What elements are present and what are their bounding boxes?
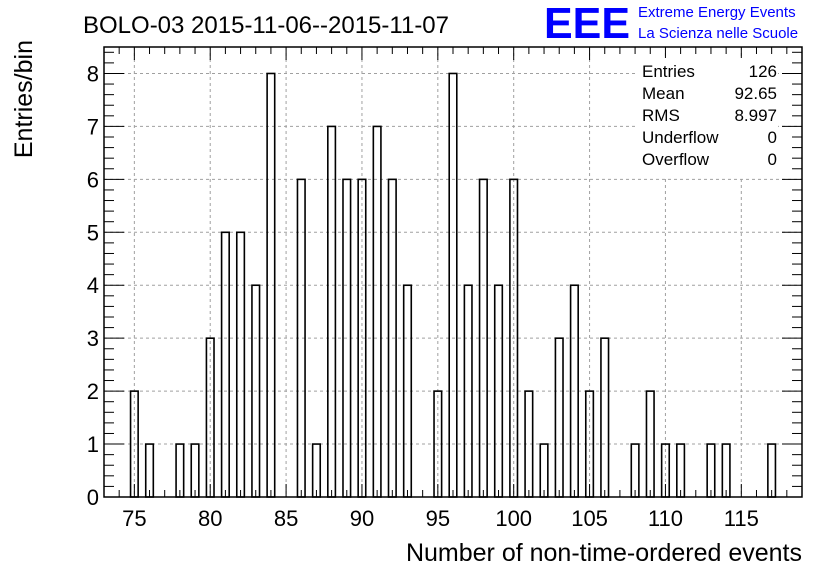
x-axis-tick-labels: 75 80 85 90 95 100 105 110 115 (122, 506, 759, 531)
histogram-bar (372, 125, 382, 498)
x-tick-label: 75 (122, 506, 146, 531)
histogram-bar (554, 337, 564, 498)
histogram-bar (235, 231, 246, 498)
y-tick-label: 1 (87, 432, 99, 457)
histogram-bar (175, 443, 185, 498)
logo-line-2: La Scienza nelle Scuole (638, 25, 798, 42)
histogram-bar (676, 443, 686, 498)
histogram-bar (539, 443, 549, 498)
y-axis-tick-labels: 0 1 2 3 4 5 6 7 8 (87, 61, 99, 510)
histogram-bar (767, 443, 777, 498)
histogram-bar (721, 443, 731, 498)
stat-label: Underflow (642, 128, 719, 147)
stats-box: Entries 126 Mean 92.65 RMS 8.997 Underflow 0 Ove… (636, 58, 778, 176)
stat-value: 8.997 (734, 106, 777, 125)
stat-label: Entries (642, 62, 695, 81)
y-tick-label: 0 (87, 485, 99, 510)
y-tick-label: 7 (87, 114, 99, 139)
x-tick-label: 85 (274, 506, 298, 531)
y-tick-label: 4 (87, 273, 99, 298)
x-tick-label: 110 (648, 506, 683, 531)
x-tick-label: 90 (350, 506, 374, 531)
y-tick-label: 3 (87, 326, 99, 351)
histogram-bar (327, 125, 337, 498)
stat-value: 92.65 (734, 84, 777, 103)
y-tick-label: 2 (87, 379, 99, 404)
chart-title: BOLO-03 2015-11-06--2015-11-07 (83, 12, 449, 39)
histogram-bar (190, 443, 200, 498)
eee-logo: EEE (544, 0, 630, 48)
stat-value: 0 (768, 128, 777, 147)
x-tick-label: 100 (495, 506, 532, 531)
logo-line-1: Extreme Energy Events (638, 4, 796, 21)
histogram-bar (144, 443, 155, 498)
histogram-bar (630, 443, 640, 498)
histogram-bar (220, 231, 230, 498)
histogram-bar (600, 337, 610, 498)
y-tick-label: 6 (87, 167, 99, 192)
axes (103, 46, 803, 498)
x-tick-label: 80 (198, 506, 222, 531)
x-tick-label: 105 (571, 506, 608, 531)
stat-value: 126 (749, 62, 777, 81)
stat-label: RMS (642, 106, 680, 125)
histogram-bar (706, 443, 716, 498)
histogram-bar (311, 443, 322, 498)
stat-label: Mean (642, 84, 685, 103)
stat-label: Overflow (642, 150, 710, 169)
stats-box-background (636, 58, 778, 176)
grid-lines (104, 47, 802, 497)
y-axis-label: Entries/bin (10, 40, 38, 158)
y-tick-label: 5 (87, 220, 99, 245)
stat-value: 0 (768, 150, 777, 169)
x-axis-label: Number of non-time-ordered events (406, 539, 802, 567)
x-tick-label: 115 (724, 506, 759, 531)
x-tick-label: 95 (426, 506, 450, 531)
y-tick-label: 8 (87, 61, 99, 86)
